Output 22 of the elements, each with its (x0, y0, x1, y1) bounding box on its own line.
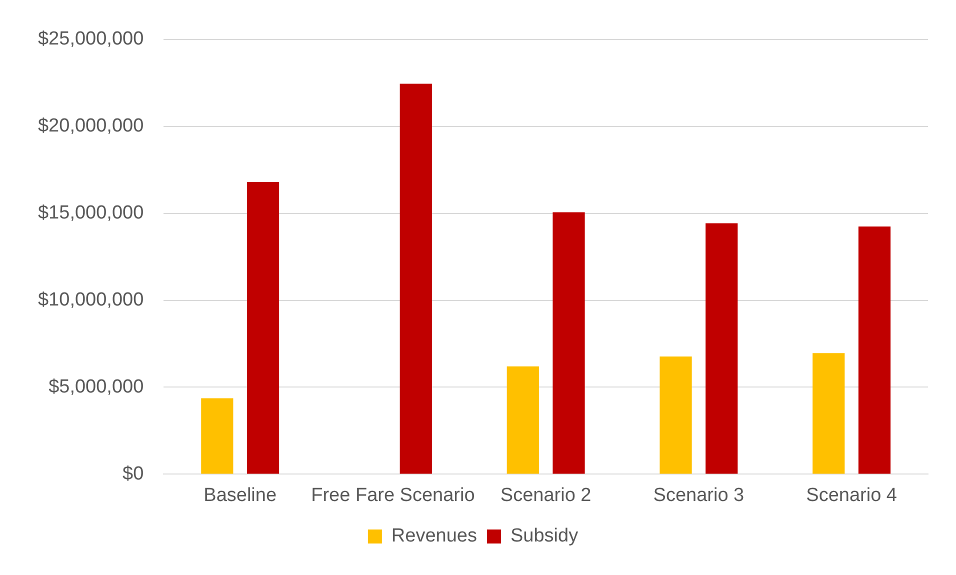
bar (201, 398, 234, 474)
bar (506, 366, 539, 474)
bar (660, 356, 692, 474)
legend-label: Revenues (391, 526, 477, 547)
bar (400, 84, 432, 474)
x-tick-label: Free Fare Scenario (311, 484, 475, 506)
bar (552, 212, 585, 474)
y-tick-label: $20,000,000 (38, 116, 144, 137)
legend-label: Subsidy (510, 526, 579, 547)
bar (812, 353, 845, 474)
y-tick-label: $0 (122, 463, 144, 484)
y-tick-label: $25,000,000 (38, 28, 144, 50)
bar (246, 182, 280, 474)
x-tick-label: Scenario 3 (653, 484, 744, 506)
y-tick-label: $5,000,000 (48, 376, 144, 398)
bar (706, 223, 738, 474)
x-tick-label: Scenario 2 (500, 484, 592, 506)
bar (858, 226, 891, 474)
x-tick-label: Baseline (204, 484, 277, 506)
y-tick-label: $15,000,000 (38, 202, 144, 224)
y-tick-label: $10,000,000 (38, 290, 144, 311)
x-tick-label: Scenario 4 (806, 484, 898, 506)
